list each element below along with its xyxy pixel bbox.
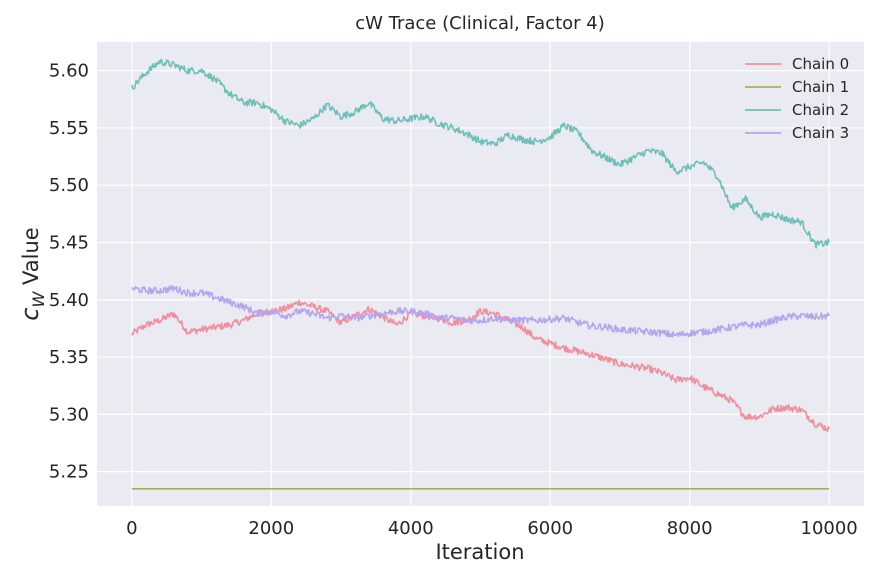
y-axis-label-text: Value <box>19 227 43 291</box>
y-tick-label: 5.60 <box>49 61 89 82</box>
series-line-chain-3 <box>131 284 830 338</box>
y-tick-labels: 5.25 5.30 5.35 5.40 5.45 5.50 5.55 5.60 <box>49 61 89 483</box>
chart-title: cW Trace (Clinical, Factor 4) <box>355 13 605 34</box>
x-tick-label: 10000 <box>801 518 858 539</box>
y-tick-label: 5.30 <box>49 404 89 425</box>
legend-label: Chain 0 <box>792 55 849 73</box>
x-tick-label: 0 <box>126 518 137 539</box>
legend-label: Chain 1 <box>792 78 849 96</box>
x-tick-label: 4000 <box>388 518 434 539</box>
plot-area <box>97 42 864 506</box>
legend-label: Chain 2 <box>792 101 849 119</box>
x-tick-labels: 0 2000 4000 6000 8000 10000 <box>126 518 858 539</box>
y-tick-label: 5.40 <box>49 290 89 311</box>
y-tick-label: 5.25 <box>49 462 89 483</box>
legend-label: Chain 3 <box>792 124 849 142</box>
svg-text:cW Value: cW Value <box>16 227 48 320</box>
y-axis-label-subscript: W <box>29 290 48 307</box>
x-tick-label: 2000 <box>248 518 294 539</box>
y-axis-label: cW Value <box>16 227 48 320</box>
series-line-chain-2 <box>131 58 830 249</box>
y-axis-label-symbol: c <box>16 307 44 320</box>
legend: Chain 0 Chain 1 Chain 2 Chain 3 <box>745 55 849 142</box>
y-tick-label: 5.55 <box>49 118 89 139</box>
x-tick-label: 6000 <box>527 518 573 539</box>
y-tick-label: 5.45 <box>49 232 89 253</box>
x-axis-label: Iteration <box>435 540 524 564</box>
series-line-chain-0 <box>131 299 830 432</box>
y-tick-label: 5.35 <box>49 347 89 368</box>
x-tick-label: 8000 <box>667 518 713 539</box>
series-lines <box>131 58 830 490</box>
y-tick-label: 5.50 <box>49 175 89 196</box>
